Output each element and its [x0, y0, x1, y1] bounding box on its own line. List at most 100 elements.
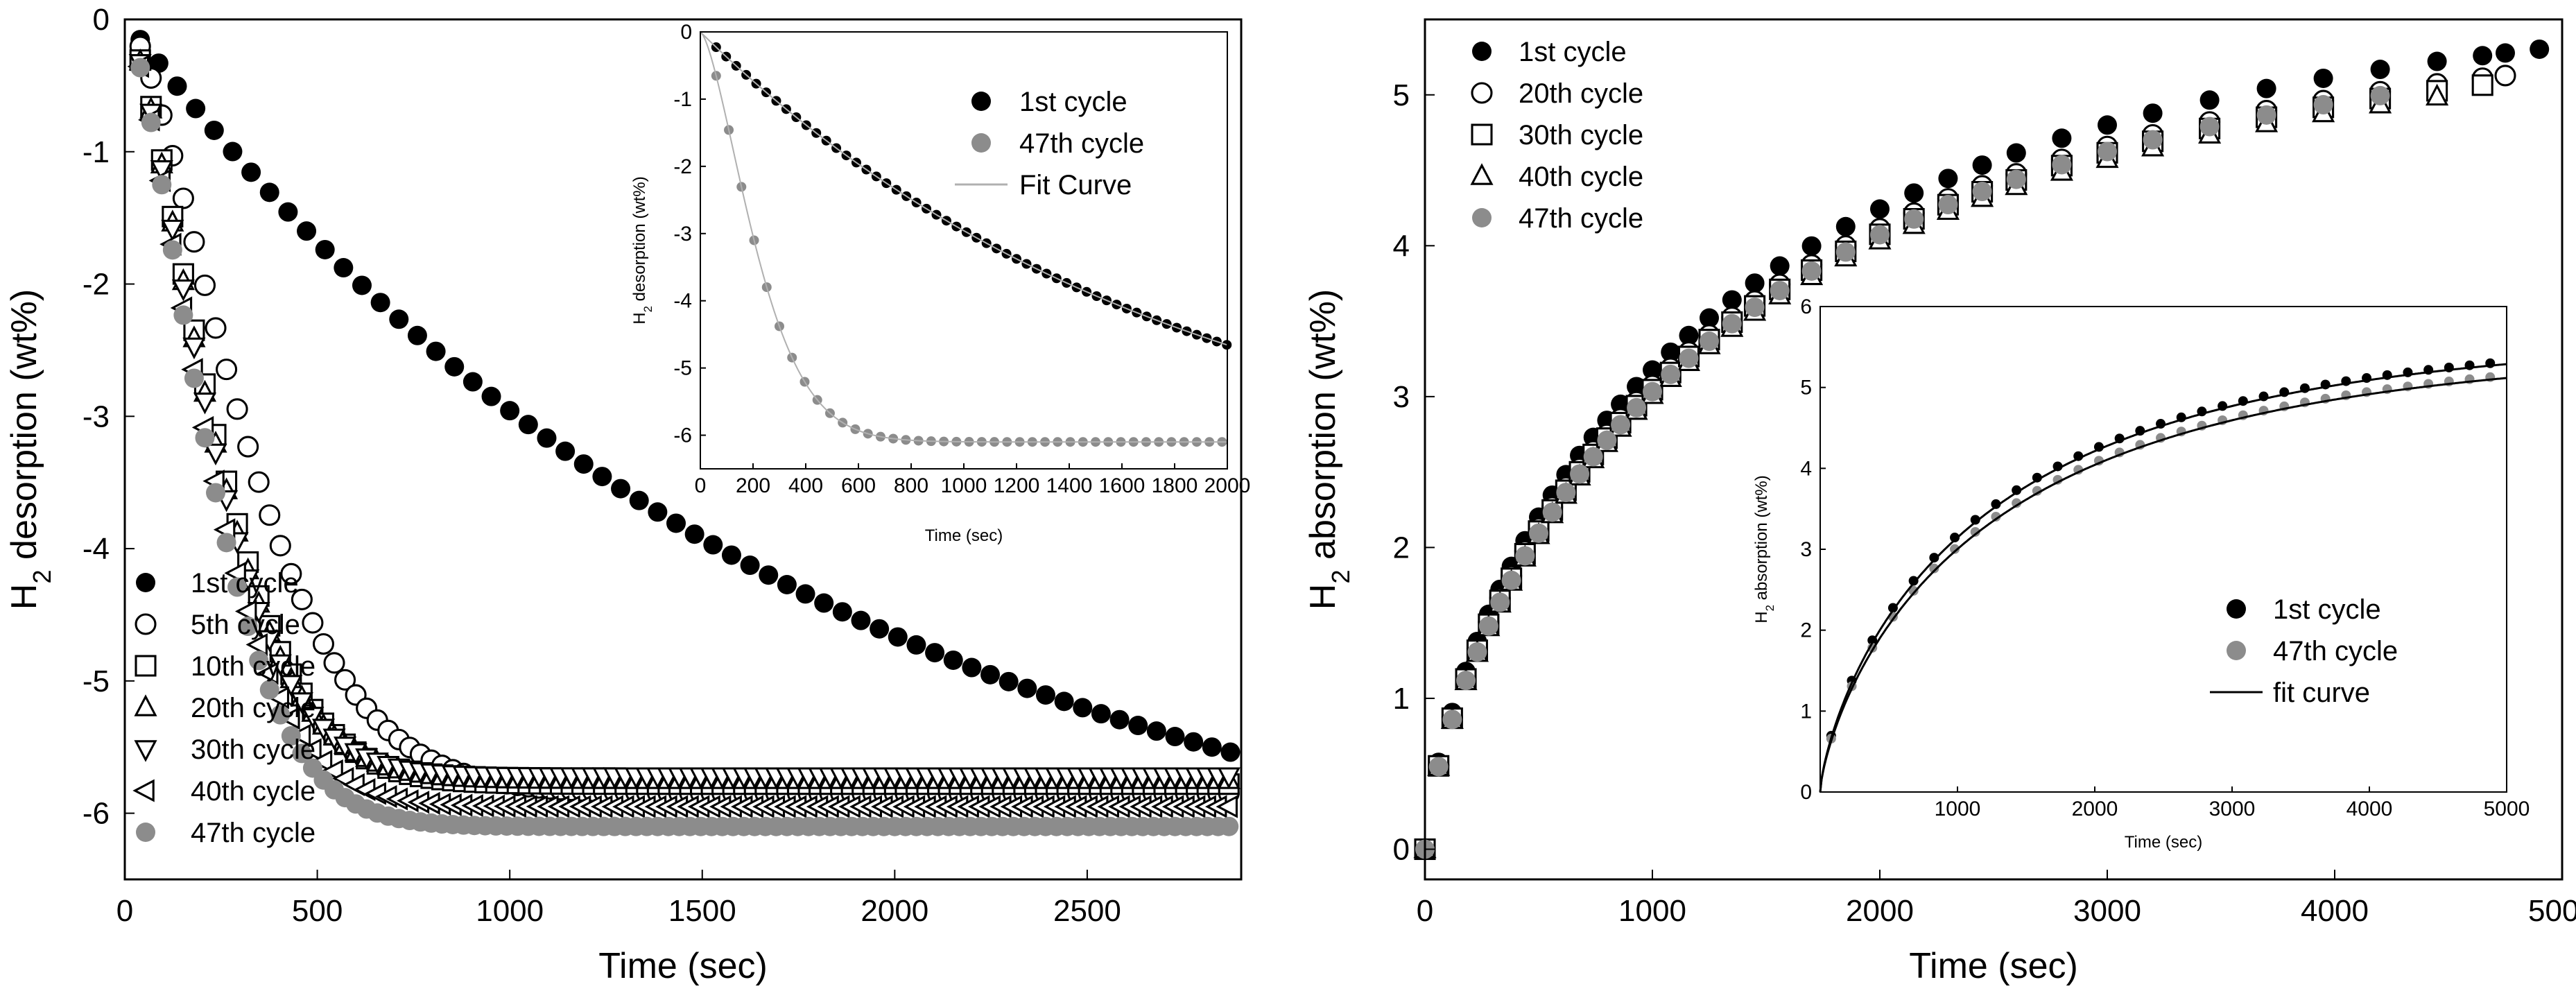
y-tick-label: 6 — [1800, 295, 1812, 318]
data-point — [2370, 60, 2390, 80]
data-point — [389, 309, 409, 329]
data-point — [321, 759, 343, 782]
data-point — [1490, 592, 1510, 612]
data-point — [2427, 51, 2447, 71]
x-tick-label: 4000 — [2301, 894, 2369, 928]
data-point — [2052, 128, 2072, 148]
legend-marker — [1472, 42, 1492, 61]
x-tick-label: 400 — [788, 474, 823, 497]
data-point — [2426, 83, 2449, 106]
data-point — [183, 231, 205, 253]
data-point — [2496, 43, 2515, 63]
data-point — [2530, 39, 2550, 59]
legend: 1st cycle 20th cycle 30th cycle 40th cycle 4… — [1470, 37, 1643, 234]
data-point — [204, 443, 227, 466]
data-point — [1501, 570, 1521, 590]
x-tick-label: 600 — [841, 474, 876, 497]
x-tick-label: 3000 — [2073, 894, 2141, 928]
data-point — [1770, 280, 1790, 300]
x-axis-title: Time (sec) — [2125, 833, 2202, 852]
y-tick-label: 4 — [1393, 229, 1410, 263]
legend-marker — [1471, 123, 1493, 146]
legend-label: 1st cycle — [1019, 87, 1127, 117]
x-tick-label: 0 — [116, 894, 133, 928]
legend-item: 47th cycle — [136, 818, 315, 848]
y-axis-title: H2 absorption (wt%) — [1303, 289, 1355, 610]
data-point — [245, 632, 268, 657]
y-axis: 0 1 2 3 4 5 — [1393, 78, 1435, 866]
legend-item: 1st cycle — [971, 87, 1127, 117]
legend-label: 1st cycle — [191, 568, 299, 599]
legend-label: 47th cycle — [1019, 128, 1144, 159]
data-point — [1908, 585, 1919, 596]
legend-marker — [132, 779, 155, 802]
data-point — [1870, 225, 1890, 245]
data-point — [2032, 472, 2042, 483]
data-point — [206, 483, 226, 503]
data-point — [592, 467, 612, 487]
data-point — [1938, 195, 1958, 215]
y-tick-label: 2 — [1800, 619, 1812, 642]
legend-item: 1st cycle — [1472, 37, 1627, 67]
x-tick-label: 0 — [695, 474, 707, 497]
data-point — [1722, 290, 1742, 310]
data-point — [1091, 704, 1111, 724]
data-point — [259, 680, 279, 700]
data-point — [216, 359, 238, 381]
data-point — [323, 652, 345, 674]
y-tick-label: -3 — [673, 223, 692, 246]
legend-label: 47th cycle — [1519, 203, 1643, 234]
data-point — [629, 490, 649, 510]
data-point — [249, 651, 269, 671]
x-tick-label: 5000 — [2484, 798, 2530, 820]
legend-item: 5th cycle — [135, 610, 300, 640]
data-point — [227, 577, 248, 597]
data-point — [1870, 199, 1890, 219]
data-point — [2052, 461, 2063, 472]
data-point — [193, 393, 217, 415]
data-point — [2012, 485, 2022, 495]
legend-marker — [134, 740, 157, 762]
x-tick-label: 1800 — [1152, 474, 1198, 497]
data-point — [2052, 155, 2072, 175]
legend-marker — [971, 92, 991, 111]
data-point — [370, 293, 390, 313]
data-point — [1184, 732, 1204, 752]
y-tick-label: -5 — [83, 664, 110, 698]
x-tick-label: 5000 — [2528, 894, 2576, 928]
y-tick-label: -2 — [673, 155, 692, 178]
data-point — [1700, 308, 1719, 328]
data-point — [1770, 256, 1790, 276]
x-tick-label: 2000 — [1204, 474, 1251, 497]
data-point — [184, 368, 204, 388]
y-tick-label: 0 — [1393, 832, 1410, 866]
x-tick-label: 1500 — [668, 894, 736, 928]
data-point — [1109, 709, 1130, 730]
data-point — [1904, 209, 1924, 229]
x-tick-label: 3000 — [2209, 798, 2256, 820]
data-point — [943, 650, 963, 670]
data-point — [241, 162, 261, 182]
legend-item: 47th cycle — [971, 128, 1144, 159]
data-point — [1467, 642, 1487, 662]
x-tick-label: 1400 — [1046, 474, 1093, 497]
data-point — [703, 535, 723, 555]
data-point — [186, 98, 206, 119]
data-point — [130, 58, 150, 78]
data-point — [980, 664, 1001, 685]
y-tick-label: -6 — [673, 424, 692, 447]
y-axis: 0 -1 -2 -3 -4 -5 -6 — [673, 21, 706, 447]
data-point — [292, 743, 312, 764]
data-point — [172, 187, 194, 209]
data-point — [334, 258, 354, 278]
x-axis: 1000 2000 3000 4000 5000 — [1935, 786, 2530, 820]
data-points — [127, 30, 1241, 836]
legend-label: 5th cycle — [191, 610, 300, 640]
legend-marker — [136, 573, 155, 592]
y-tick-label: -6 — [83, 797, 110, 831]
data-point — [2143, 130, 2163, 150]
data-point — [2012, 498, 2022, 508]
fit-curve-line — [1819, 377, 2507, 793]
y-tick-label: 2 — [1393, 531, 1410, 565]
legend: 1st cycle 47th cycle Fit Curve — [955, 87, 1144, 200]
